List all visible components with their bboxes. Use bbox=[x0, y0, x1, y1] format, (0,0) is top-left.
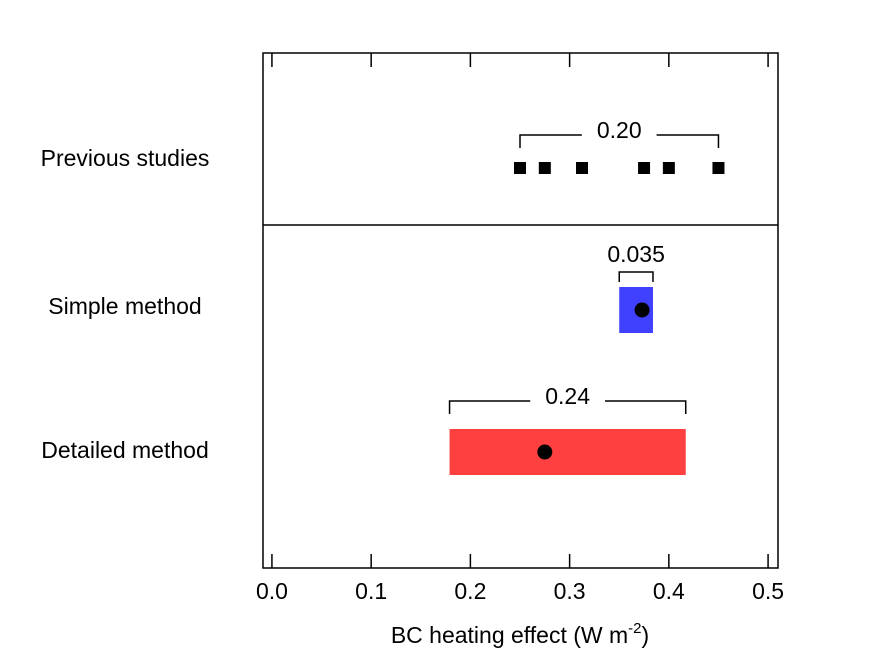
x-axis-label-text: BC heating effect (W m bbox=[391, 622, 628, 648]
x-tick-label: 0.5 bbox=[752, 578, 784, 604]
x-axis-label-sup: -2 bbox=[628, 620, 641, 637]
x-axis-label-suffix: ) bbox=[642, 622, 650, 648]
category-label: Previous studies bbox=[41, 145, 210, 171]
mean-point bbox=[537, 444, 553, 460]
study-point bbox=[514, 162, 527, 174]
range-bar bbox=[449, 429, 686, 475]
plot-frame bbox=[262, 52, 779, 569]
span-label: 0.20 bbox=[597, 117, 642, 143]
study-point bbox=[576, 162, 589, 174]
x-tick-label: 0.0 bbox=[256, 578, 288, 604]
x-axis-label: BC heating effect (W m-2) bbox=[391, 620, 649, 648]
category-label: Simple method bbox=[48, 293, 201, 319]
study-point bbox=[538, 162, 551, 174]
span-label: 0.035 bbox=[607, 241, 665, 267]
study-point bbox=[638, 162, 651, 174]
bracket bbox=[618, 271, 654, 282]
mean-point bbox=[634, 302, 650, 318]
span-label: 0.24 bbox=[545, 383, 590, 409]
x-tick-label: 0.3 bbox=[554, 578, 586, 604]
study-point bbox=[662, 162, 675, 174]
bracket-gap bbox=[581, 131, 657, 139]
study-point bbox=[712, 162, 725, 174]
bracket-gap bbox=[530, 397, 606, 405]
category-label: Detailed method bbox=[41, 437, 209, 463]
x-tick-label: 0.2 bbox=[454, 578, 486, 604]
x-tick-label: 0.1 bbox=[355, 578, 387, 604]
x-tick-label: 0.4 bbox=[653, 578, 685, 604]
